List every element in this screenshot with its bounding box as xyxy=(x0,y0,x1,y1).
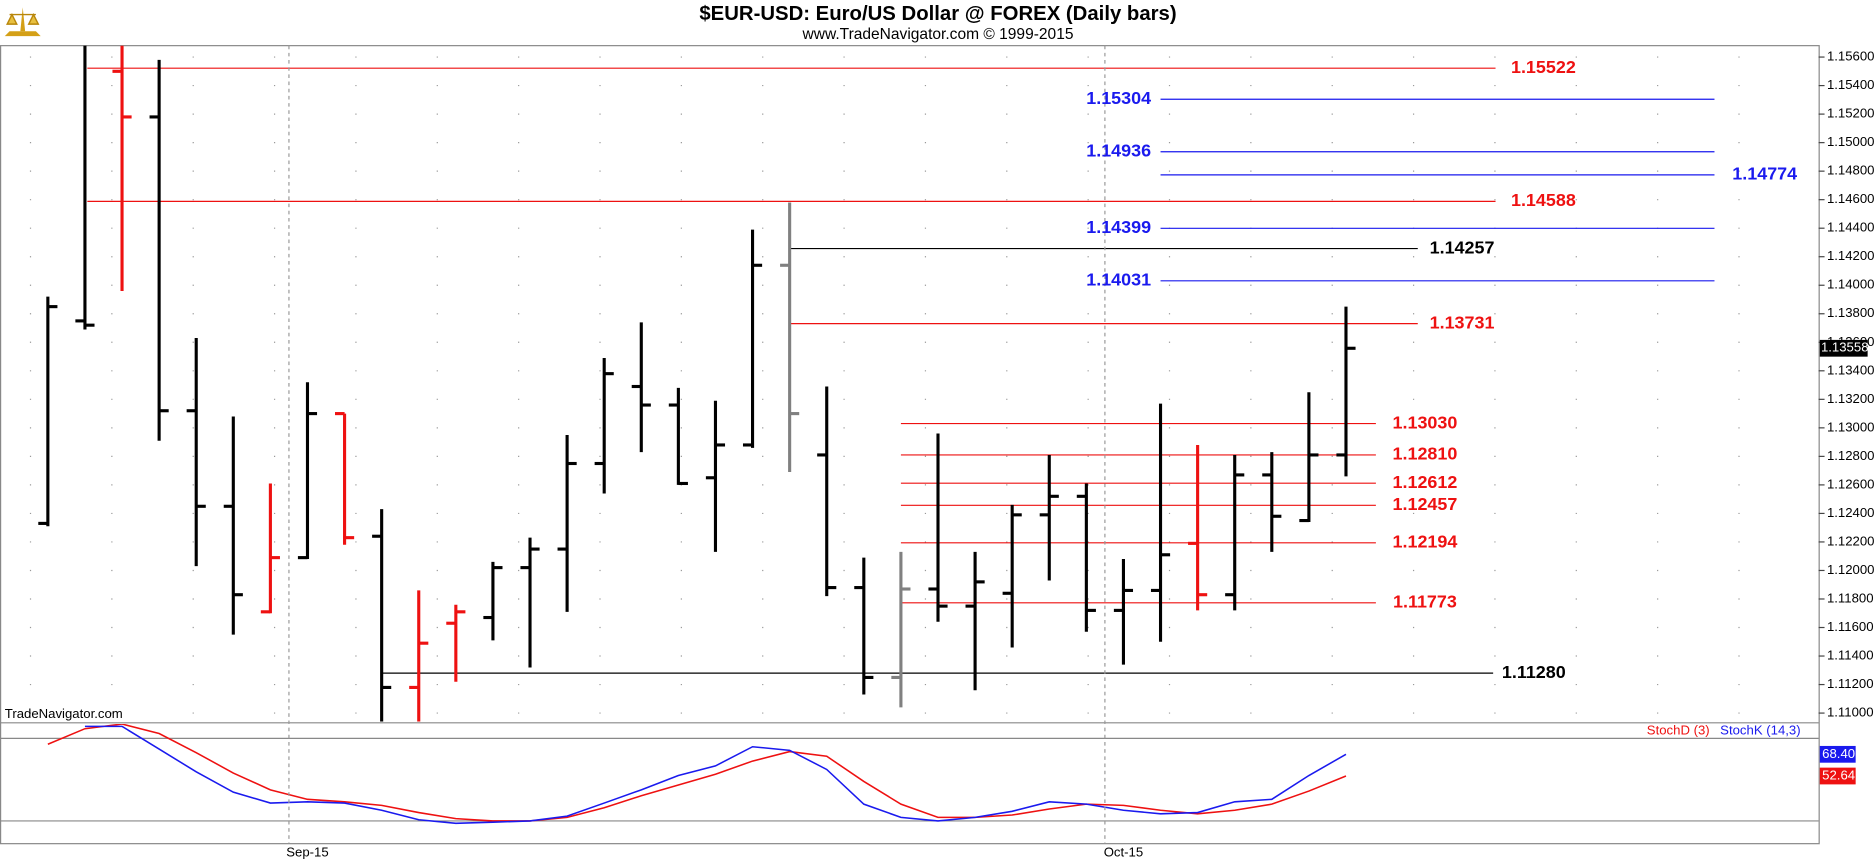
y-tick-label: 1.13800 xyxy=(1827,305,1875,320)
level-label: 1.14588 xyxy=(1511,190,1576,210)
logo xyxy=(4,7,41,37)
level-label: 1.14399 xyxy=(1086,217,1151,237)
last-price-box xyxy=(1819,339,1868,357)
y-tick-label: 1.13400 xyxy=(1827,362,1875,377)
y-tick-label: 1.14800 xyxy=(1827,163,1875,178)
level-label: 1.11773 xyxy=(1393,592,1457,612)
y-tick-label: 1.13000 xyxy=(1827,419,1875,434)
x-tick-label: Sep-15 xyxy=(286,845,328,860)
level-label: 1.15522 xyxy=(1511,57,1576,77)
level-label: 1.12457 xyxy=(1393,494,1458,514)
legend-entry: StochK (14,3) xyxy=(1720,723,1800,738)
y-tick-label: 1.14200 xyxy=(1827,248,1875,263)
y-tick-label: 1.11800 xyxy=(1827,590,1874,605)
y-tick-label: 1.12600 xyxy=(1827,476,1875,491)
last-value-label: 68.40 xyxy=(1822,746,1855,761)
y-tick-label: 1.15000 xyxy=(1827,134,1875,149)
y-tick-label: 1.15200 xyxy=(1827,106,1875,121)
last-value-box xyxy=(1819,767,1856,785)
level-label: 1.12612 xyxy=(1393,472,1458,492)
last-value-box xyxy=(1819,745,1856,763)
last-price-label: 1.13558 xyxy=(1821,340,1869,355)
level-label: 1.12194 xyxy=(1393,532,1458,552)
y-tick-label: 1.11000 xyxy=(1827,705,1874,720)
y-tick-label: 1.14600 xyxy=(1827,191,1875,206)
level-label: 1.14936 xyxy=(1086,140,1151,160)
y-tick-label: 1.12800 xyxy=(1827,448,1875,463)
y-tick-label: 1.15600 xyxy=(1827,49,1875,64)
legend-entry: StochD (3) xyxy=(1647,723,1710,738)
stoch-line xyxy=(84,725,1347,825)
level-label: 1.15304 xyxy=(1086,88,1151,108)
y-tick-label: 1.11600 xyxy=(1827,619,1874,634)
overlay: 1.11000 1.11200 1.11400 1.11600 1.11800 1.120… xyxy=(5,45,1875,860)
level-label: 1.14257 xyxy=(1430,237,1495,257)
y-tick-label: 1.11400 xyxy=(1827,648,1874,663)
plot-frame xyxy=(0,45,1820,845)
level-label: 1.11280 xyxy=(1502,662,1566,682)
chart-title: $EUR-USD: Euro/US Dollar @ FOREX (Daily … xyxy=(699,3,1176,25)
y-tick-label: 1.12400 xyxy=(1827,505,1875,520)
chart-subtitle: www.TradeNavigator.com © 1999-2015 xyxy=(802,26,1074,43)
stoch-line xyxy=(47,724,1347,822)
y-tick-label: 1.11200 xyxy=(1827,676,1874,691)
stoch-panel xyxy=(0,724,1819,825)
last-value-label: 52.64 xyxy=(1822,767,1855,782)
y-tick-label: 1.14000 xyxy=(1827,277,1875,292)
watermark: TradeNavigator.com xyxy=(5,706,123,721)
x-tick-label: Oct-15 xyxy=(1104,845,1143,860)
y-tick-label: 1.13200 xyxy=(1827,391,1875,406)
y-tick-label: 1.14400 xyxy=(1827,220,1875,235)
y-tick-label: 1.12000 xyxy=(1827,562,1875,577)
y-tick-label: 1.12200 xyxy=(1827,533,1875,548)
level-label: 1.13030 xyxy=(1393,412,1458,432)
level-label: 1.14774 xyxy=(1732,164,1797,184)
price-panel xyxy=(0,45,1819,722)
level-label: 1.12810 xyxy=(1393,444,1458,464)
y-tick-label: 1.15400 xyxy=(1827,77,1875,92)
level-label: 1.13731 xyxy=(1430,312,1495,332)
level-label: 1.14031 xyxy=(1086,270,1151,290)
